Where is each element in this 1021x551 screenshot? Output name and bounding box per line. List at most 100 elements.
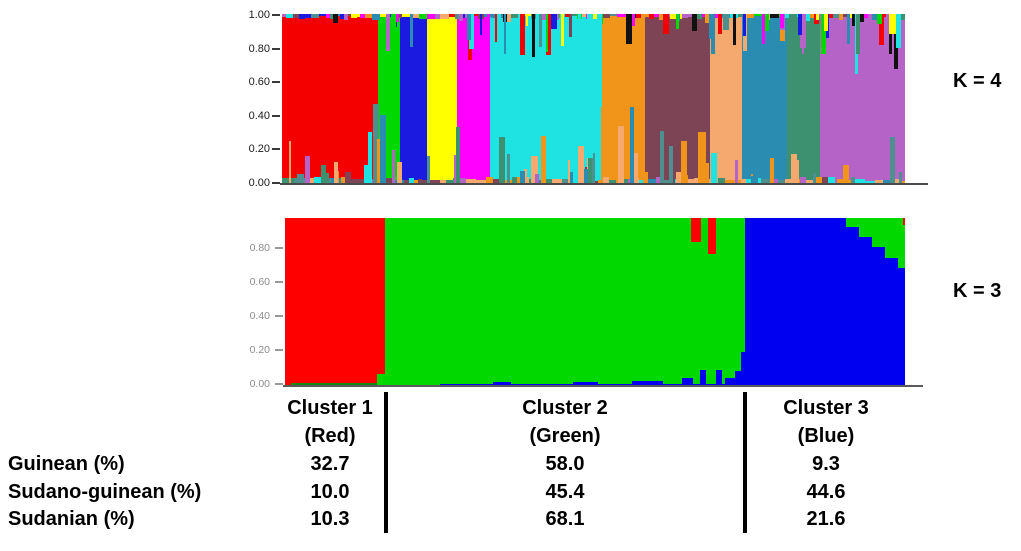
plot-feature [725,377,736,386]
noise-top-strip [617,14,626,17]
noise-top-streak [626,14,632,45]
noise-bottom-strip [429,180,441,183]
noise-top-streak [761,14,765,44]
noise-bottom-strip [745,178,754,183]
noise-bottom-strip [822,177,828,183]
plot-feature [376,139,382,183]
noise-bottom-streak [320,164,326,183]
cluster-subheader: (Red) [304,425,356,447]
table-divider-2 [743,392,747,533]
noise-bottom-streak [677,175,681,183]
plot-feature [764,14,769,31]
y-tick-dash [272,14,280,16]
noise-bottom-streak [297,173,304,183]
ancestry-block-red [285,218,385,386]
noise-bottom-strip [475,179,486,183]
noise-top-streak [551,14,557,30]
row-label: Guinean (%) [8,453,125,475]
noise-top-strip [718,14,727,19]
noise-top-strip [318,14,326,17]
y-tick-dash [275,315,283,317]
noise-top-strip [426,14,435,19]
ancestry-block-blue [399,14,427,183]
noise-bottom-strip [777,179,785,183]
noise-bottom-strip [694,177,702,183]
noise-bottom-strip [761,178,770,183]
noise-top-strip [379,14,383,17]
noise-bottom-strip [350,179,357,183]
plot-feature [859,218,873,238]
noise-top-strip [282,14,287,17]
noise-top-streak [806,14,810,21]
noise-top-streak [525,14,528,26]
noise-bottom-strip [561,179,572,183]
noise-top-strip [357,14,361,17]
noise-top-strip [681,14,688,19]
noise-top-streak [395,14,399,22]
noise-bottom-strip [551,178,562,183]
noise-bottom-strip [403,180,410,183]
noise-bottom-strip [282,177,291,183]
plot-feature [698,132,706,183]
noise-top-streak [466,14,471,40]
noise-top-strip [640,14,650,17]
noise-bottom-strip [608,180,616,183]
noise-bottom-streak [397,162,403,183]
noise-top-strip [292,14,300,19]
row-label: Sudanian (%) [8,508,135,530]
plot-feature [718,14,722,35]
noise-top-streak [479,14,483,35]
plot-feature [680,140,687,183]
plot-feature [902,218,905,225]
noise-top-streak [390,14,397,56]
noise-top-strip [510,14,518,18]
noise-bottom-strip [593,180,598,183]
noise-bottom-strip [417,178,422,183]
noise-top-streak [821,14,827,55]
y-tick-label: 0.40 [249,310,270,322]
plot-feature [629,106,634,183]
noise-bottom-streak [660,130,664,183]
noise-bottom-streak [363,164,368,183]
noise-bottom-streak [751,176,758,183]
noise-bottom-streak [506,154,510,183]
plot-feature [889,14,896,35]
y-tick-label: 0.60 [249,276,270,288]
noise-top-streak [705,14,709,23]
noise-bottom-strip [597,180,604,183]
noise-bottom-streak [735,159,739,183]
noise-top-strip [405,14,414,17]
noise-bottom-strip [827,177,836,183]
plot-feature [632,380,664,386]
plot-feature [691,218,701,242]
noise-top-strip [591,14,600,20]
noise-bottom-streak [333,161,339,183]
noise-bottom-strip [850,177,856,183]
k4-label: K = 4 [953,70,1002,92]
plot-feature [885,218,899,259]
noise-bottom-streak [812,172,817,183]
plot-feature [708,218,716,255]
noise-bottom-strip [413,179,418,183]
noise-bottom-strip [800,177,807,183]
noise-bottom-streak [531,155,538,183]
cluster-subheader: (Green) [529,425,601,447]
noise-top-strip [693,14,703,19]
plot-feature [367,132,373,183]
plot-feature [743,14,747,36]
noise-top-streak [733,14,737,45]
noise-bottom-streak [325,173,330,183]
noise-bottom-streak [834,177,838,183]
noise-bottom-strip [741,178,746,183]
cluster-value: 58.0 [545,453,585,475]
cluster-subheader: (Blue) [797,425,855,447]
noise-top-streak [507,14,511,23]
y-tick-dash [272,114,280,117]
plot-feature [740,352,746,386]
noise-top-streak [577,14,582,47]
noise-bottom-streak [669,146,674,183]
noise-bottom-streak [524,169,527,183]
noise-bottom-strip [718,177,725,183]
y-tick-label: 0.80 [248,42,270,55]
cluster-table: Guinean (%) Sudano-guinean (%) Sudanian (%… [0,390,1021,551]
